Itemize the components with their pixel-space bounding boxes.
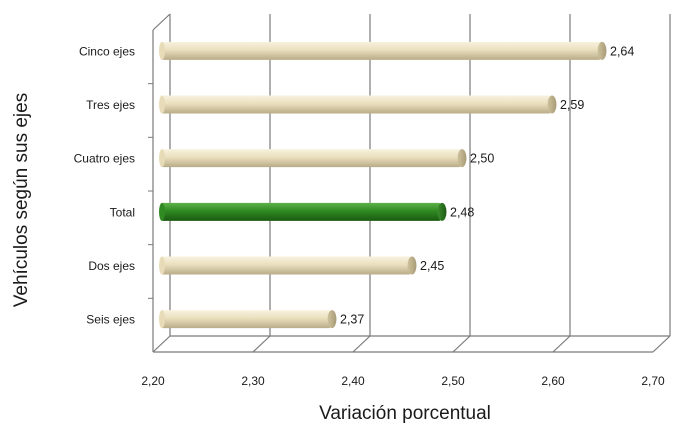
x-tick-label-1: 2,30 [241, 374, 265, 388]
x-tick-label-4: 2,60 [541, 374, 565, 388]
bar-start-cap-2 [159, 149, 165, 168]
grid-lines [148, 13, 671, 353]
bar-3 [159, 202, 447, 221]
x-tick-label-0: 2,20 [141, 374, 165, 388]
bar-body-4 [160, 256, 412, 275]
bar-0 [159, 41, 607, 60]
bar-start-cap-5 [159, 310, 165, 329]
floor-diagonal-4 [552, 335, 571, 353]
labels: 2,20 2,30 2,40 2,50 2,60 2,70 Cinco ejes 2,64 Tr… [74, 44, 665, 388]
bar-end-cap-2 [457, 149, 467, 168]
bar-body-5 [160, 310, 332, 329]
bar-body-0 [160, 41, 602, 60]
bar-end-cap-1 [547, 95, 557, 114]
x-axis-title: Variación porcentual [319, 403, 491, 424]
data-label-4: 2,45 [420, 259, 444, 273]
bar-2 [159, 149, 467, 168]
bar-4 [159, 256, 417, 275]
floor-diagonal-5 [652, 335, 671, 353]
category-label-2: Cuatro ejes [74, 152, 135, 166]
data-label-3: 2,48 [450, 205, 474, 219]
category-label-1: Tres ejes [86, 98, 135, 112]
category-label-4: Dos ejes [88, 259, 135, 273]
data-label-0: 2,64 [610, 44, 634, 58]
y-axis-title: Vehículos según sus ejes [11, 93, 32, 307]
floor-diagonal-0 [152, 335, 171, 353]
floor-diagonal-1 [252, 335, 271, 353]
data-label-2: 2,50 [470, 152, 494, 166]
bar-start-cap-0 [159, 41, 165, 60]
category-label-5: Seis ejes [86, 313, 135, 327]
bar-1 [159, 95, 557, 114]
bar-body-2 [160, 149, 462, 168]
bar-5 [159, 310, 337, 329]
x-tick-label-2: 2,40 [341, 374, 365, 388]
bar-end-cap-3 [437, 202, 447, 221]
bars [159, 41, 607, 329]
x-tick-label-3: 2,50 [441, 374, 465, 388]
x-tick-label-5: 2,70 [641, 374, 665, 388]
bar-end-cap-4 [407, 256, 417, 275]
left-wall-top-edge [152, 13, 171, 31]
bar-end-cap-0 [597, 41, 607, 60]
data-label-5: 2,37 [340, 313, 364, 327]
bar-body-3 [160, 202, 442, 221]
floor-diagonal-2 [352, 335, 371, 353]
bar-start-cap-1 [159, 95, 165, 114]
bar-body-1 [160, 95, 552, 114]
category-label-3: Total [110, 205, 135, 219]
data-label-1: 2,59 [560, 98, 584, 112]
bar-end-cap-5 [327, 310, 337, 329]
bar-start-cap-3 [159, 202, 165, 221]
floor-diagonal-3 [452, 335, 471, 353]
category-label-0: Cinco ejes [79, 44, 135, 58]
bar-start-cap-4 [159, 256, 165, 275]
